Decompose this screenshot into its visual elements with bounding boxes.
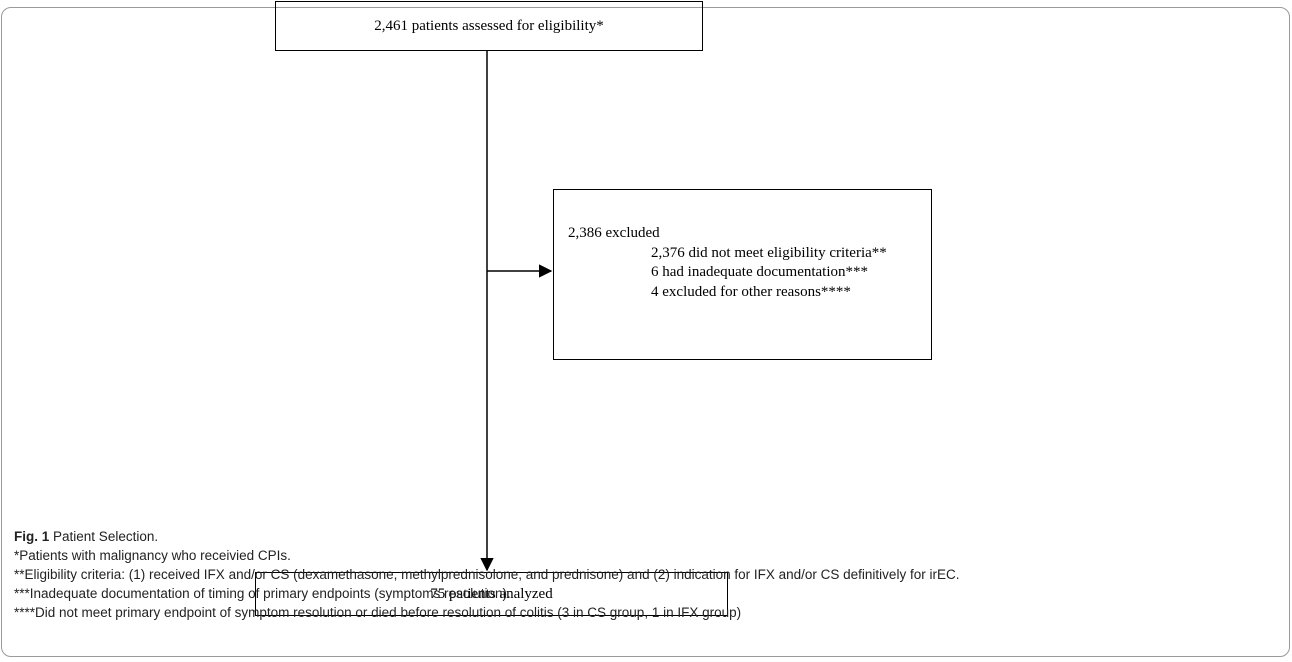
node-analyzed: 75 patients analyzed xyxy=(255,572,728,616)
excluded-item-other: 4 excluded for other reasons**** xyxy=(651,283,851,300)
node-excluded-title: 2,386 excluded xyxy=(568,225,660,241)
figure-label: Fig. 1 xyxy=(14,529,50,544)
caption-note-1: *Patients with malignancy who receivied … xyxy=(14,548,291,563)
excluded-item-eligibility: 2,376 did not meet eligibility criteria*… xyxy=(651,244,887,261)
excluded-item-documentation: 6 had inadequate documentation*** xyxy=(651,264,869,280)
figure-frame xyxy=(1,7,1290,657)
figure-title: Patient Selection. xyxy=(53,529,159,544)
node-analyzed-label: 75 patients analyzed xyxy=(430,585,553,602)
caption-title-line: Fig. 1 Patient Selection. xyxy=(14,527,1284,546)
caption-note-4: ****Did not meet primary endpoint of sym… xyxy=(14,605,742,620)
caption-note-2: **Eligibility criteria: (1) received IFX… xyxy=(14,567,960,582)
node-assessed: 2,461 patients assessed for eligibility* xyxy=(275,1,703,51)
node-excluded: 2,386 excluded 2,376 did not meet eligib… xyxy=(553,189,932,360)
figure-caption: Fig. 1 Patient Selection. *Patients with… xyxy=(14,527,1284,622)
node-assessed-label: 2,461 patients assessed for eligibility* xyxy=(374,17,604,34)
caption-note-3: ***Inadequate documentation of timing of… xyxy=(14,586,511,601)
